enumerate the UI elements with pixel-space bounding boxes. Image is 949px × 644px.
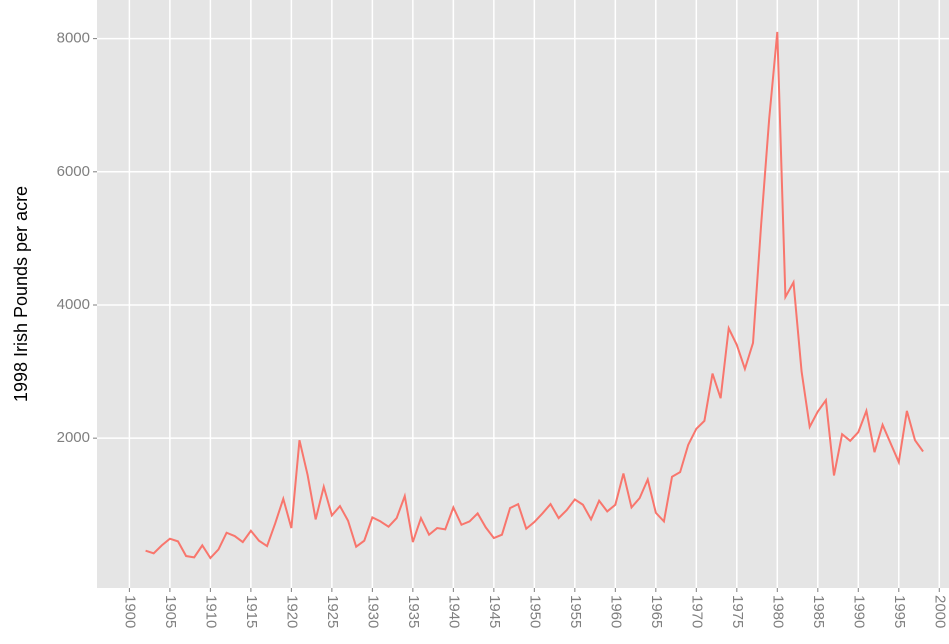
y-axis-label: 1998 Irish Pounds per acre xyxy=(11,186,31,402)
x-tick-label: 1960 xyxy=(607,595,624,628)
x-tick-label: 1950 xyxy=(526,595,543,628)
x-tick-label: 1965 xyxy=(648,595,665,628)
line xyxy=(145,31,924,560)
x-tick-label: 1980 xyxy=(769,595,786,628)
x-tick-label: 1910 xyxy=(202,595,219,628)
x-tick-label: 1915 xyxy=(243,595,260,628)
x-tick-label: 1990 xyxy=(850,595,867,628)
x-tick-label: 2000 xyxy=(931,595,948,628)
x-tick-label: 1920 xyxy=(283,595,300,628)
x-tick-label: 1955 xyxy=(567,595,584,628)
y-tick-label: 6000 xyxy=(57,163,90,180)
x-tick-label: 1925 xyxy=(324,595,341,628)
x-tick-label: 1945 xyxy=(486,595,503,628)
x-tick-label: 1970 xyxy=(688,595,705,628)
panel xyxy=(97,0,949,588)
x-tick-label: 1940 xyxy=(445,595,462,628)
x-tick-label: 1900 xyxy=(121,595,138,628)
x-tick-label: 1985 xyxy=(810,595,827,628)
x-tick-label: 1930 xyxy=(364,595,381,628)
x-tick-label: 1975 xyxy=(729,595,746,628)
x-tick-label: 1995 xyxy=(891,595,908,628)
x-tick-label: 1935 xyxy=(405,595,422,628)
y-tick-label: 4000 xyxy=(57,296,90,313)
y-tick-label: 2000 xyxy=(57,429,90,446)
y-tick-label: 8000 xyxy=(57,30,90,47)
x-tick-label: 1905 xyxy=(162,595,179,628)
